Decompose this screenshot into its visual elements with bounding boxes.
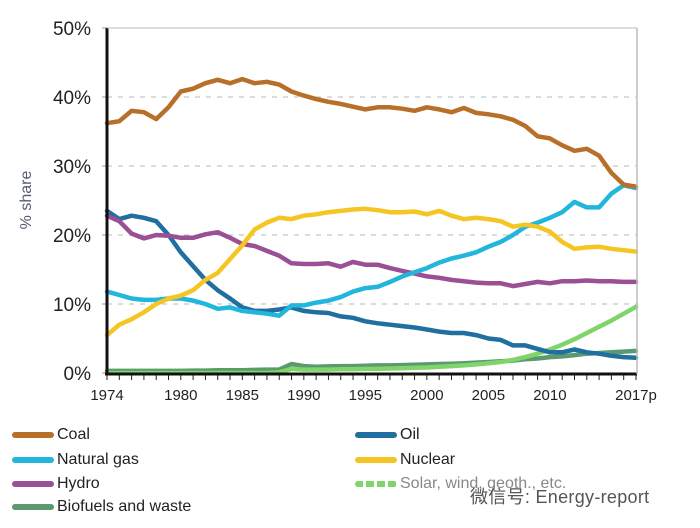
series-line-hydro [104, 213, 639, 289]
legend-swatch-solar-wind [355, 481, 397, 487]
x-tick-label: 1990 [287, 387, 320, 404]
watermark: 微信号: Energy-report [470, 487, 650, 507]
series-line-solar-wind-geoth-etc [104, 304, 639, 376]
legend-swatch-hydro [12, 481, 54, 487]
series-line-nuclear [104, 206, 639, 338]
legend-item-oil: Oil [355, 424, 420, 446]
legend-label: Biofuels and waste [57, 498, 192, 515]
x-tick-label: 2017p [615, 387, 657, 404]
y-tick-label: 10% [53, 295, 91, 316]
x-tick-label: 1980 [164, 387, 197, 404]
y-axis-ticks: 0% 10% 20% 30% 40% 50% [53, 19, 107, 385]
y-tick-label: 50% [53, 19, 91, 40]
series-line-oil [104, 208, 639, 361]
y-tick-label: 40% [53, 88, 91, 109]
y-tick-label: 0% [64, 364, 92, 385]
legend-item-hydro: Hydro [12, 473, 100, 495]
series-line-biofuels-and-waste [104, 348, 639, 374]
series-line-coal [104, 76, 639, 189]
legend-item-nuclear: Nuclear [355, 449, 455, 471]
legend-label: Nuclear [400, 451, 456, 468]
series-lines [104, 76, 639, 376]
legend-item-natural-gas: Natural gas [12, 449, 139, 471]
y-tick-label: 30% [53, 157, 91, 178]
y-tick-label: 20% [53, 226, 91, 247]
y-axis-title: % share [18, 171, 35, 230]
x-tick-label: 1974 [90, 387, 123, 404]
legend: Coal Oil Natural gas Nuclear Hydro Solar… [0, 418, 700, 528]
legend-item-solar-wind: Solar, wind, geoth., etc. [355, 473, 566, 495]
legend-label: Hydro [57, 475, 100, 492]
series-line-natural-gas [104, 183, 639, 318]
legend-swatch-oil [355, 432, 397, 438]
x-tick-label: 2000 [410, 387, 443, 404]
x-tick-label: 2010 [533, 387, 566, 404]
grid-lines [107, 96, 636, 305]
x-tick-label: 2005 [472, 387, 505, 404]
x-axis-ticks: 1974 1980 1985 1990 1995 2000 2005 2010 2017p [90, 374, 657, 404]
legend-swatch-natural-gas [12, 457, 54, 463]
legend-item-coal: Coal [12, 424, 90, 446]
legend-item-biofuels: Biofuels and waste [12, 496, 191, 518]
legend-label: Natural gas [57, 451, 139, 468]
legend-swatch-coal [12, 432, 54, 438]
x-tick-label: 1995 [349, 387, 382, 404]
legend-swatch-nuclear [355, 457, 397, 463]
legend-label: Coal [57, 426, 90, 443]
x-tick-label: 1985 [226, 387, 259, 404]
legend-swatch-biofuels [12, 504, 54, 510]
legend-label: Oil [400, 426, 420, 443]
line-chart: 0% 10% 20% 30% 40% 50% 1974 1980 1985 1990 1995 20… [18, 19, 657, 404]
legend-label: Solar, wind, geoth., etc. [400, 475, 567, 492]
